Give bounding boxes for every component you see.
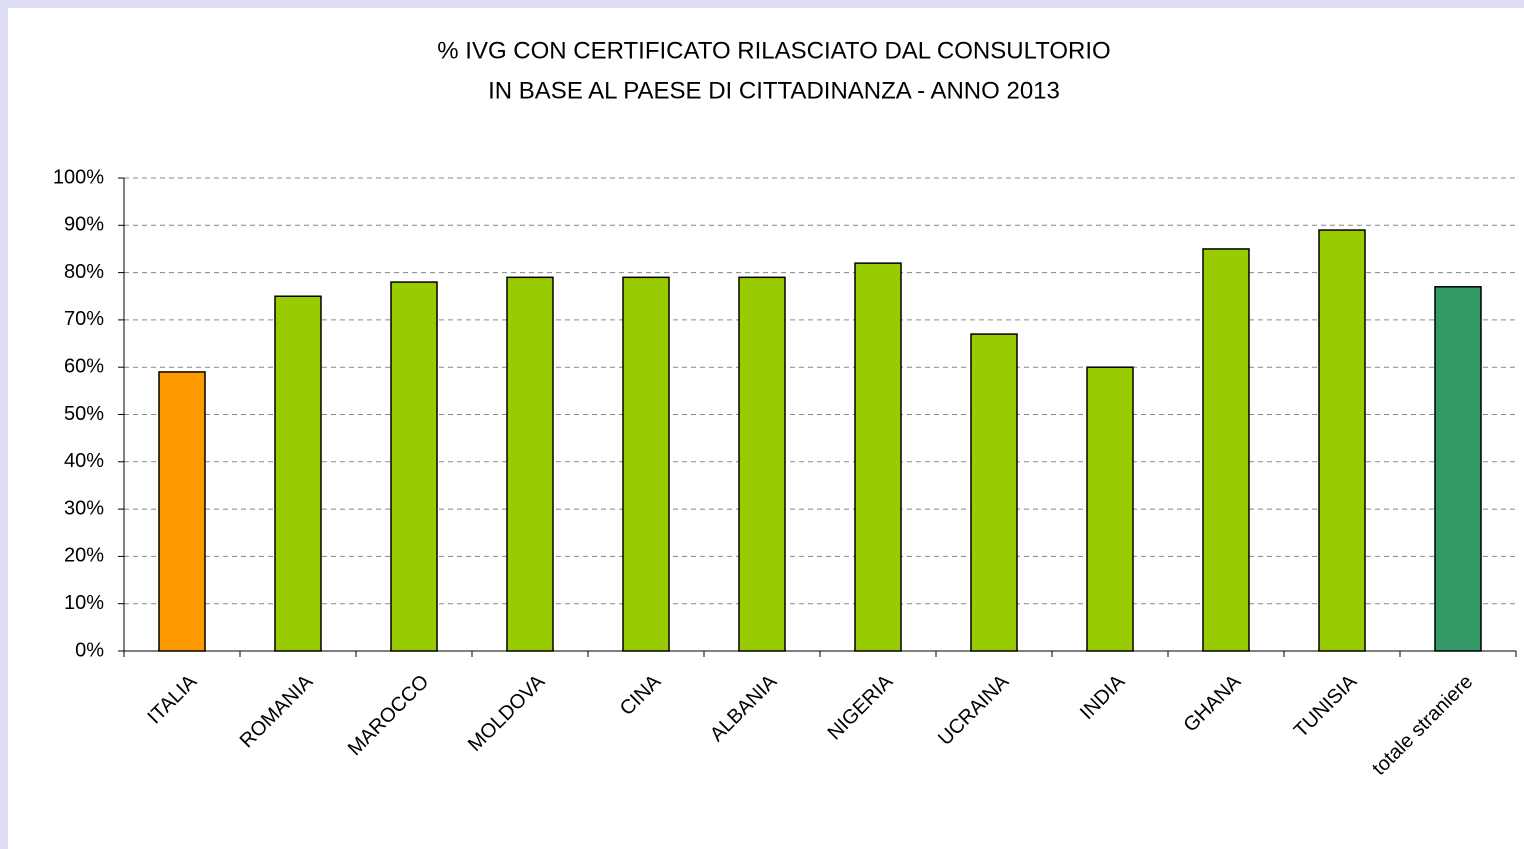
y-tick-label: 10% [64,592,104,614]
bar [738,276,786,652]
y-tick-label: 30% [64,497,104,519]
bar [854,262,902,652]
bar [622,276,670,652]
bar [970,333,1018,652]
bar [506,276,554,652]
y-tick-label: 70% [64,308,104,330]
y-tick-label: 0% [75,639,104,661]
y-tick-label: 40% [64,450,104,472]
y-tick-label: 20% [64,545,104,567]
y-tick-label: 80% [64,261,104,283]
bar [1202,248,1250,652]
y-tick-label: 60% [64,355,104,377]
bar [390,281,438,652]
bar [1318,229,1366,652]
chart-title: IN BASE AL PAESE DI CITTADINANZA - ANNO … [488,77,1060,104]
bar [1434,286,1482,652]
y-tick-label: 90% [64,214,104,236]
bar [1086,366,1134,652]
y-tick-label: 50% [64,403,104,425]
y-tick-label: 100% [53,166,104,188]
chart-title: % IVG CON CERTIFICATO RILASCIATO DAL CON… [437,37,1110,64]
bar [274,295,322,652]
bar [158,371,206,652]
